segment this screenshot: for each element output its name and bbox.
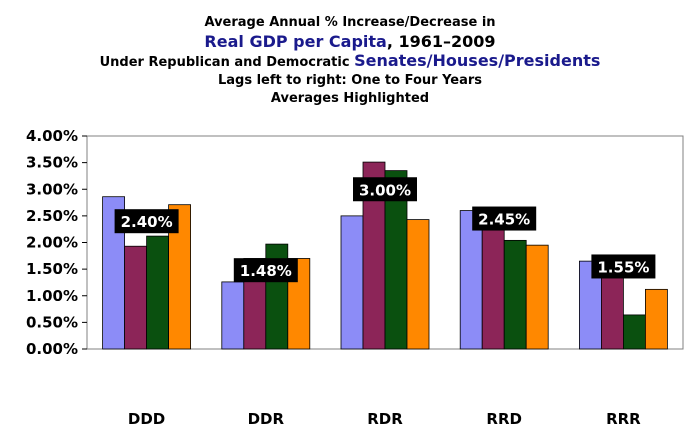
title-years: , 1961–2009: [386, 32, 496, 51]
average-label-box: [472, 206, 537, 231]
bar: [525, 244, 549, 350]
title-under: Under Republican and Democratic: [99, 55, 355, 70]
y-tick-label: 3.00%: [26, 180, 78, 198]
bar: [503, 239, 527, 350]
y-tick-label: 0.00%: [26, 340, 78, 358]
y-tick-label: 3.50%: [26, 154, 78, 172]
bar: [168, 204, 192, 350]
title-highlight-gdp: Real GDP per Capita: [204, 32, 387, 51]
y-tick-label: 1.00%: [26, 287, 78, 305]
bar: [459, 210, 483, 350]
chart-title-block: Average Annual % Increase/Decrease in Re…: [0, 14, 700, 108]
average-label-box: [114, 209, 179, 234]
bar: [623, 314, 646, 350]
x-tick-label: DDR: [248, 410, 285, 428]
y-tick-label: 2.50%: [26, 207, 78, 225]
x-tick-label: RRD: [486, 410, 522, 428]
y-tick-label: 0.50%: [26, 313, 78, 331]
average-label: 2.45%: [478, 211, 530, 229]
x-tick-label: RRR: [606, 410, 641, 428]
average-label: 2.40%: [121, 213, 173, 231]
average-label: 3.00%: [359, 181, 411, 199]
x-tick-label: DDD: [128, 410, 165, 428]
average-label: 1.48%: [240, 262, 292, 280]
average-label-box: [233, 258, 298, 283]
bar: [601, 271, 624, 350]
bar: [340, 215, 364, 350]
title-line-5: Averages Highlighted: [270, 91, 430, 106]
title-line-2: Real GDP per Capita, 1961–2009: [0, 32, 700, 52]
title-highlight-branches: Senates/Houses/Presidents: [354, 51, 601, 70]
y-tick-label: 2.00%: [26, 234, 78, 252]
bar: [221, 281, 245, 350]
average-label-box: [353, 177, 417, 202]
y-tick-label: 4.00%: [26, 127, 78, 145]
bar: [406, 219, 430, 350]
title-line-1: Average Annual % Increase/Decrease in: [204, 15, 496, 30]
bar: [124, 245, 147, 350]
average-label: 1.55%: [597, 258, 649, 276]
title-line-3: Under Republican and Democratic Senates/…: [0, 52, 700, 72]
bar: [146, 235, 170, 350]
average-label-box: [591, 254, 656, 279]
title-line-4: Lags left to right: One to Four Years: [217, 73, 483, 88]
x-tick-label: RDR: [367, 410, 403, 428]
bar: [645, 288, 668, 350]
y-tick-label: 1.50%: [26, 260, 78, 278]
bar: [481, 225, 505, 350]
